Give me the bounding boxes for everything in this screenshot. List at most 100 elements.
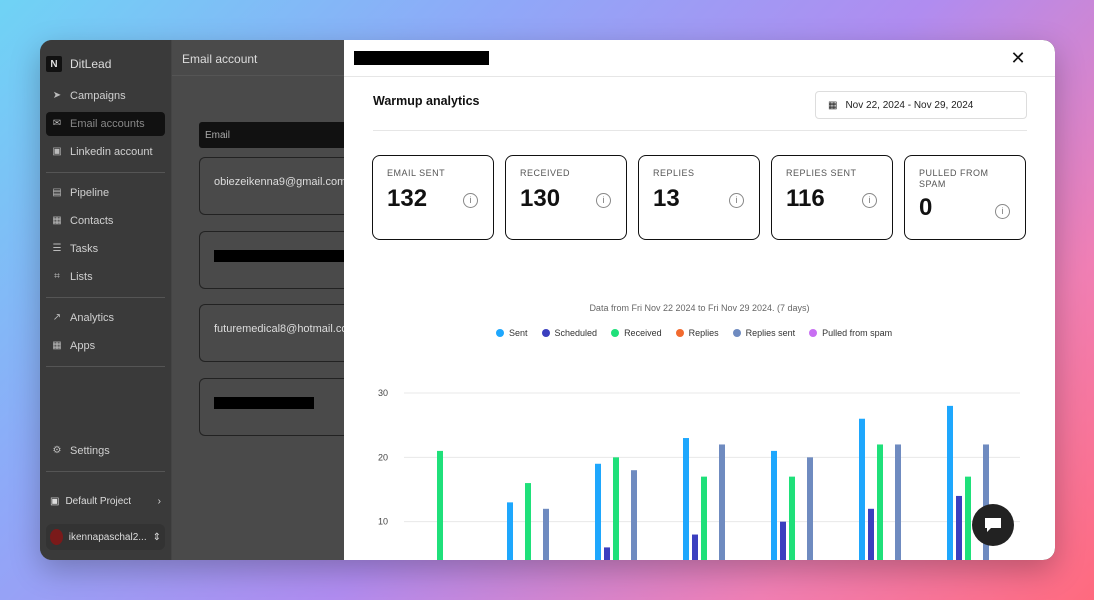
email-address: futuremedical8@hotmail.com (214, 323, 344, 335)
legend-item[interactable]: Pulled from spam (809, 328, 892, 338)
stat-label: REPLIES (653, 168, 695, 178)
y-tick-label: 10 (378, 517, 388, 527)
stat-label: PULLED FROM SPAM (919, 168, 989, 189)
nav-divider (46, 366, 165, 367)
email-account-row[interactable] (199, 378, 344, 436)
app-window: N DitLead ➤ Campaigns ✉ Email accounts ▣ Li… (40, 40, 1055, 560)
bar-received (877, 444, 883, 560)
bar-scheduled (956, 495, 962, 560)
page-title: Email account (172, 40, 344, 76)
mail-icon: ✉ (52, 118, 62, 129)
legend-item[interactable]: Sent (496, 328, 528, 338)
lists-icon: ⌗ (54, 271, 60, 282)
legend-label: Pulled from spam (822, 328, 893, 338)
bar-scheduled (868, 508, 874, 560)
legend-swatch (611, 329, 620, 337)
bar-replies-sent (983, 444, 989, 560)
info-icon[interactable]: i (862, 193, 877, 208)
sidebar-item-contacts[interactable]: ▦ Contacts (46, 209, 165, 233)
y-tick-label: 30 (378, 388, 388, 398)
sidebar-item-linkedin-account[interactable]: ▣ Linkedin account (46, 140, 165, 164)
legend-swatch (809, 329, 818, 337)
sidebar-item-label: Tasks (70, 243, 99, 255)
ditlead-logo-icon: N (46, 56, 62, 72)
bar-sent (771, 450, 777, 560)
bar-sent (947, 405, 953, 560)
email-account-row[interactable] (199, 231, 344, 289)
legend-swatch (541, 329, 550, 337)
project-switcher[interactable]: ▣ Default Project › (46, 490, 165, 512)
chat-support-button[interactable] (972, 504, 1014, 546)
email-accounts-panel: Email account Email obiezeikenna9@gmail.… (172, 40, 344, 560)
legend-item[interactable]: Received (611, 328, 662, 338)
gear-icon: ⚙ (52, 445, 62, 456)
info-icon[interactable]: i (596, 193, 611, 208)
legend-item[interactable]: Replies sent (732, 328, 795, 338)
legend-item[interactable]: Scheduled (541, 328, 598, 338)
sidebar-item-tasks[interactable]: ☰ Tasks (46, 237, 165, 261)
legend-swatch (496, 329, 504, 337)
close-icon: ✕ (1010, 48, 1026, 68)
bar-replies-sent (631, 470, 637, 560)
nav-divider (46, 297, 165, 298)
pipeline-icon: ▤ (52, 187, 62, 198)
info-icon[interactable]: i (463, 193, 478, 208)
warmup-bar-chart: 01020302024-11-232024-11-232024-11-24202… (378, 388, 1020, 560)
legend-swatch (675, 329, 684, 337)
sidebar-item-label: Linkedin account (70, 146, 153, 158)
info-icon[interactable]: i (729, 193, 744, 208)
legend-label: Sent (509, 328, 528, 338)
bar-replies-sent (543, 508, 549, 560)
redacted-title (354, 51, 489, 65)
sidebar-item-email-accounts[interactable]: ✉ Email accounts (46, 112, 165, 136)
tasks-icon: ☰ (52, 243, 62, 254)
email-account-row[interactable]: futuremedical8@hotmail.com (199, 304, 344, 362)
legend-item[interactable]: Replies (675, 328, 719, 338)
info-icon[interactable]: i (995, 204, 1010, 219)
sidebar-item-apps[interactable]: ▦ Apps (46, 334, 165, 358)
stat-value: 116 (786, 185, 825, 212)
stat-value: 130 (520, 185, 561, 212)
stat-label: EMAIL SENT (387, 168, 446, 178)
sidebar-item-settings[interactable]: ⚙ Settings (46, 439, 165, 463)
warmup-analytics-modal: ✕ Warmup analytics ▦ Nov 22, 2024 - Nov … (344, 40, 1055, 560)
chart-legend: Sent Scheduled Received Replies Replies sent… (496, 328, 892, 338)
bar-received (789, 476, 795, 560)
linkedin-icon: ▣ (52, 146, 62, 157)
chat-icon (985, 518, 1001, 532)
analytics-icon: ↗ (52, 312, 62, 323)
email-account-row[interactable]: obiezeikenna9@gmail.com (199, 157, 344, 215)
sidebar-nav: ➤ Campaigns ✉ Email accounts ▣ Linkedin acc… (40, 76, 171, 383)
bar-replies-sent (895, 444, 901, 560)
user-menu[interactable]: ikennapaschal2... ⇕ (46, 524, 165, 550)
avatar (50, 529, 63, 545)
sidebar-item-label: Campaigns (70, 90, 126, 102)
bar-scheduled (604, 547, 610, 560)
legend-label: Received (624, 328, 662, 338)
sidebar-item-label: Analytics (70, 312, 115, 324)
sidebar-item-pipeline[interactable]: ▤ Pipeline (46, 181, 165, 205)
folder-icon: ▣ (50, 495, 60, 507)
table-header-email: Email (199, 122, 344, 148)
bar-scheduled (780, 521, 786, 560)
divider (373, 130, 1027, 131)
stat-card-replies-sent: REPLIES SENT 116 i (771, 155, 893, 240)
bar-received (437, 450, 443, 560)
stat-value: 132 (387, 185, 428, 212)
bar-replies-sent (807, 457, 813, 560)
bar-received (613, 457, 619, 560)
stat-label: RECEIVED (520, 168, 571, 178)
close-button[interactable]: ✕ (1009, 49, 1027, 67)
bar-received (701, 476, 707, 560)
sidebar-item-label: Pipeline (70, 187, 110, 199)
stat-card-pulled-from-spam: PULLED FROM SPAM 0 i (904, 155, 1026, 240)
legend-label: Scheduled (554, 328, 598, 338)
date-range-picker[interactable]: ▦ Nov 22, 2024 - Nov 29, 2024 (815, 91, 1027, 119)
bar-sent (683, 438, 689, 560)
y-tick-label: 20 (378, 452, 388, 462)
sidebar-item-campaigns[interactable]: ➤ Campaigns (46, 84, 165, 108)
sidebar-item-lists[interactable]: ⌗ Lists (46, 265, 165, 289)
sidebar-item-label: Lists (70, 271, 93, 283)
sidebar-item-analytics[interactable]: ↗ Analytics (46, 306, 165, 330)
brand: N DitLead (40, 40, 171, 76)
